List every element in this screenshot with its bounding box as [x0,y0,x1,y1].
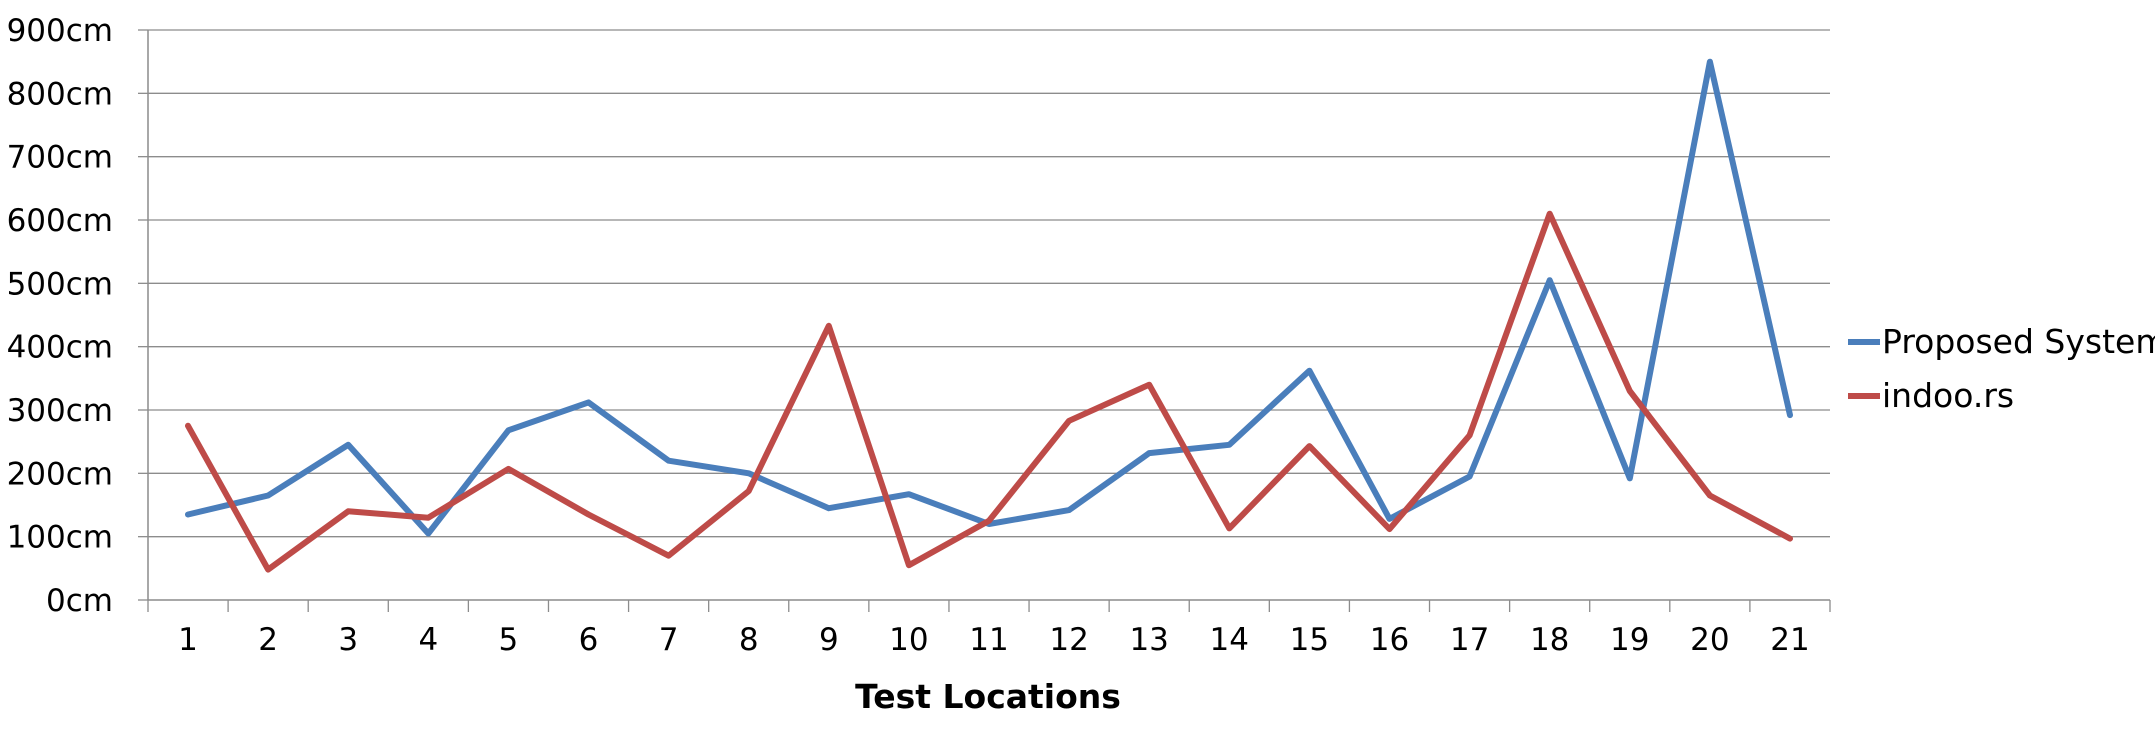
y-tick-label: 800cm [7,76,113,112]
data-series [185,58,1793,573]
x-tick-label: 5 [499,622,519,658]
y-tick-label: 100cm [7,520,113,556]
y-tick-label: 500cm [7,266,113,302]
y-tick-label: 400cm [7,330,113,366]
x-tick-label: 13 [1129,622,1168,658]
x-tick-labels: 1 2 3 4 5 6 7 8 9 10 11 12 13 14 15 16 17 18 19 20 21 [178,622,1809,658]
y-tick-label: 600cm [7,203,113,239]
x-tick-label: 1 [178,622,198,658]
series-line-indoo-rs [185,210,1793,573]
x-tick-label: 12 [1049,622,1088,658]
x-tick-label: 11 [969,622,1008,658]
x-tick-label: 18 [1530,622,1569,658]
x-tick-label: 15 [1290,622,1329,658]
x-tick-label: 9 [819,622,839,658]
series-line-proposed-system [185,58,1793,537]
x-tick-label: 3 [338,622,358,658]
y-tick-label: 300cm [7,393,113,429]
x-axis-title: Test Locations [855,677,1121,716]
y-tick-label: 700cm [7,140,113,176]
legend: Proposed System indoo.rs [1848,322,2155,415]
y-tick-label: 0cm [46,583,113,619]
x-tick-label: 7 [659,622,679,658]
y-tick-label: 900cm [7,13,113,49]
y-tick-label: 200cm [7,456,113,492]
x-tick-label: 8 [739,622,759,658]
x-tick-label: 19 [1610,622,1649,658]
gridlines [148,29,1830,538]
axes [138,29,1831,612]
x-tick-label: 6 [579,622,599,658]
x-tick-label: 16 [1370,622,1409,658]
x-tick-label: 14 [1210,622,1249,658]
legend-label: indoo.rs [1882,376,2014,415]
x-tick-label: 20 [1690,622,1729,658]
x-tick-label: 2 [258,622,278,658]
x-tick-label: 10 [889,622,928,658]
x-tick-label: 21 [1770,622,1809,658]
legend-label: Proposed System [1882,322,2155,361]
x-tick-label: 4 [418,622,438,658]
x-tick-label: 17 [1450,622,1489,658]
y-tick-labels: 0cm 100cm 200cm 300cm 400cm 500cm 600cm 700cm 80… [7,13,113,619]
